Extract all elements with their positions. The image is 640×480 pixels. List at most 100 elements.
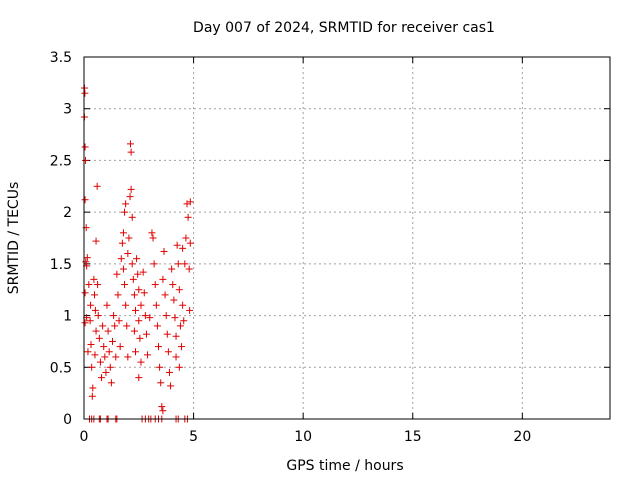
data-point bbox=[169, 281, 177, 289]
data-point bbox=[104, 327, 112, 335]
data-point bbox=[81, 143, 89, 151]
data-point bbox=[124, 250, 132, 258]
data-point bbox=[158, 403, 166, 411]
data-point bbox=[128, 260, 136, 268]
data-point bbox=[91, 351, 99, 359]
data-point bbox=[117, 255, 125, 263]
data-point bbox=[175, 363, 183, 371]
data-point bbox=[181, 260, 189, 268]
data-point bbox=[149, 234, 157, 242]
data-point bbox=[170, 296, 178, 304]
data-point bbox=[126, 193, 134, 201]
data-point bbox=[130, 291, 138, 299]
data-point bbox=[159, 407, 167, 415]
data-point bbox=[121, 208, 129, 216]
data-point bbox=[179, 244, 187, 252]
data-point bbox=[126, 140, 134, 148]
data-point bbox=[156, 363, 164, 371]
data-point bbox=[186, 198, 194, 206]
data-point bbox=[114, 291, 122, 299]
y-axis-label: SRMTID / TECUs bbox=[6, 182, 22, 295]
data-point bbox=[84, 348, 92, 356]
y-tick-label: 3.5 bbox=[50, 50, 72, 66]
data-point bbox=[129, 275, 137, 283]
data-point bbox=[134, 270, 142, 278]
data-point bbox=[102, 368, 110, 376]
data-point bbox=[81, 196, 89, 204]
grid bbox=[84, 57, 610, 419]
data-point bbox=[171, 314, 179, 322]
data-point bbox=[157, 379, 165, 387]
data-point bbox=[135, 286, 143, 294]
data-point bbox=[91, 306, 99, 314]
data-point bbox=[167, 382, 175, 390]
data-point bbox=[163, 330, 171, 338]
data-point bbox=[81, 319, 89, 327]
data-point bbox=[144, 351, 152, 359]
data-point bbox=[142, 330, 150, 338]
data-point bbox=[172, 332, 180, 340]
data-point bbox=[146, 314, 154, 322]
data-point bbox=[175, 286, 183, 294]
data-point bbox=[91, 291, 99, 299]
data-point bbox=[110, 312, 118, 320]
data-point bbox=[127, 148, 135, 156]
data-point bbox=[155, 343, 163, 351]
data-point bbox=[124, 353, 132, 361]
data-point bbox=[103, 301, 111, 309]
data-point bbox=[88, 363, 96, 371]
x-tick-label: 10 bbox=[294, 429, 312, 445]
y-tick-label: 0 bbox=[63, 412, 72, 428]
data-point bbox=[176, 322, 184, 330]
data-point bbox=[105, 348, 113, 356]
data-point bbox=[112, 353, 120, 361]
data-point bbox=[122, 200, 130, 208]
data-point bbox=[180, 317, 188, 325]
data-point bbox=[161, 291, 169, 299]
data-point bbox=[85, 281, 93, 289]
data-point bbox=[137, 358, 145, 366]
data-point bbox=[140, 289, 148, 297]
data-point bbox=[127, 185, 135, 193]
data-point bbox=[148, 229, 156, 237]
data-point bbox=[123, 322, 131, 330]
data-point bbox=[83, 254, 91, 262]
data-point bbox=[100, 343, 108, 351]
x-tick-label: 15 bbox=[404, 429, 422, 445]
data-point bbox=[185, 265, 193, 273]
data-point bbox=[173, 241, 181, 249]
data-point bbox=[90, 275, 98, 283]
data-point bbox=[99, 322, 107, 330]
data-point bbox=[115, 317, 123, 325]
axis-ticks bbox=[83, 56, 610, 420]
x-axis-label: GPS time / hours bbox=[286, 458, 403, 474]
data-point bbox=[137, 301, 145, 309]
data-point bbox=[168, 265, 176, 273]
data-point bbox=[159, 275, 167, 283]
data-point bbox=[132, 306, 140, 314]
data-point bbox=[153, 322, 161, 330]
data-point bbox=[107, 379, 115, 387]
data-points bbox=[80, 84, 194, 423]
data-point bbox=[94, 281, 102, 289]
data-point bbox=[152, 301, 160, 309]
x-tick-label: 20 bbox=[513, 429, 531, 445]
x-tick-label: 5 bbox=[189, 429, 198, 445]
data-point bbox=[106, 363, 114, 371]
data-point bbox=[151, 281, 159, 289]
data-point bbox=[164, 348, 172, 356]
data-point bbox=[139, 268, 147, 276]
data-point bbox=[108, 337, 116, 345]
data-point bbox=[86, 317, 94, 325]
data-point bbox=[150, 260, 158, 268]
data-point bbox=[82, 156, 90, 164]
data-point bbox=[125, 234, 133, 242]
y-tick-labels: 0 0.5 1 1.5 2 2.5 3 3.5 bbox=[50, 50, 72, 428]
data-point bbox=[130, 327, 138, 335]
data-point bbox=[165, 368, 173, 376]
y-tick-label: 1.5 bbox=[50, 257, 72, 273]
y-tick-label: 1 bbox=[63, 309, 72, 325]
y-tick-label: 3 bbox=[63, 102, 72, 118]
data-point bbox=[82, 258, 90, 266]
